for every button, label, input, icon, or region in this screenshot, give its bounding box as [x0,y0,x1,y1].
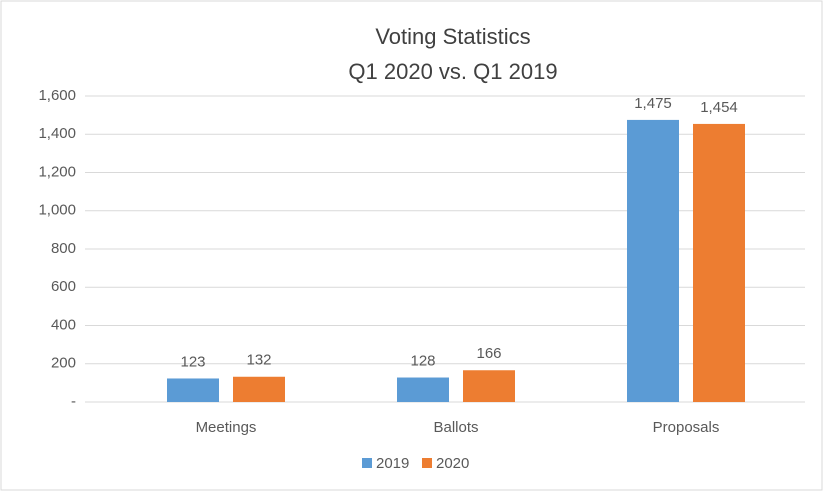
data-label: 132 [246,352,271,369]
bar [397,377,449,402]
chart-subtitle: Q1 2020 vs. Q1 2019 [348,59,557,84]
y-tick-label: 1,400 [38,125,76,142]
y-tick-label: 1,000 [38,202,76,219]
y-tick-label: 600 [51,278,76,295]
bar [233,376,285,402]
legend-label: 2020 [436,455,469,472]
data-label: 123 [180,353,205,370]
x-tick-label: Ballots [433,419,478,436]
bar [167,378,219,402]
bar [693,123,745,403]
data-label: 166 [476,345,501,362]
y-tick-label: 1,200 [38,163,76,180]
y-tick-label: 400 [51,316,76,333]
x-tick-label: Proposals [653,419,720,436]
bar [463,370,515,402]
data-label: 128 [410,352,435,369]
bar [627,119,679,402]
y-tick-label: 1,600 [38,87,76,104]
chart-title: Voting Statistics [375,24,530,49]
legend-swatch [362,458,372,468]
data-label: 1,475 [634,95,672,112]
data-label: 1,454 [700,99,738,116]
y-tick-label: - [71,393,76,410]
y-tick-label: 200 [51,355,76,372]
legend-swatch [422,458,432,468]
y-tick-label: 800 [51,240,76,257]
legend-label: 2019 [376,455,409,472]
x-tick-label: Meetings [196,419,257,436]
